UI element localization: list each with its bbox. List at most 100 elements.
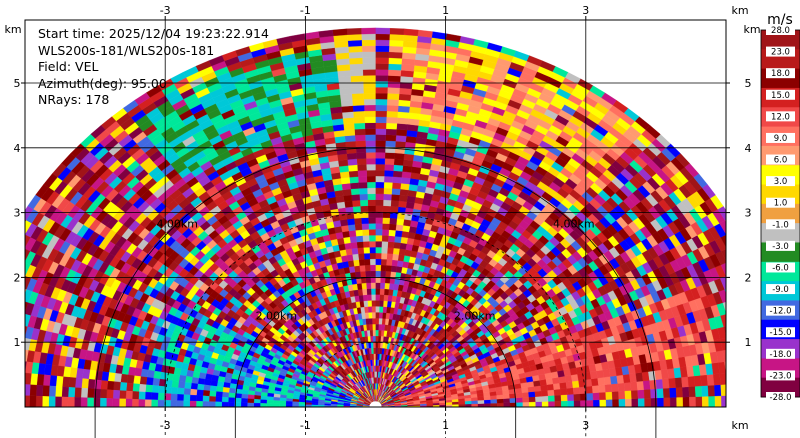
velocity-cell bbox=[349, 69, 364, 77]
velocity-cell bbox=[693, 375, 702, 387]
velocity-cell bbox=[363, 104, 376, 112]
velocity-cell bbox=[393, 241, 401, 249]
velocity-cell bbox=[371, 318, 376, 325]
velocity-cell bbox=[402, 165, 413, 173]
velocity-cell bbox=[398, 99, 411, 107]
velocity-cell bbox=[382, 312, 387, 319]
velocity-cell bbox=[339, 171, 350, 179]
velocity-cell bbox=[392, 176, 402, 184]
velocity-cell bbox=[365, 134, 376, 141]
velocity-cell bbox=[375, 229, 383, 236]
velocity-cell bbox=[390, 194, 400, 201]
velocity-cell bbox=[375, 140, 386, 147]
velocity-cell bbox=[365, 158, 376, 165]
velocity-cell bbox=[359, 199, 369, 207]
velocity-cell bbox=[392, 253, 399, 261]
velocity-cell bbox=[365, 140, 376, 147]
velocity-cell bbox=[561, 400, 568, 407]
velocity-cell bbox=[722, 301, 726, 313]
velocity-cell bbox=[402, 159, 414, 167]
velocity-cell bbox=[682, 396, 690, 407]
velocity-cell bbox=[386, 247, 394, 254]
velocity-cell bbox=[732, 229, 744, 243]
velocity-cell bbox=[339, 219, 349, 227]
velocity-cell bbox=[375, 252, 382, 260]
velocity-cell bbox=[379, 282, 386, 289]
velocity-cell bbox=[358, 187, 368, 195]
velocity-cell bbox=[361, 223, 369, 230]
velocity-cell bbox=[720, 337, 726, 351]
velocity-cell bbox=[380, 258, 387, 266]
velocity-cell bbox=[502, 393, 510, 399]
velocity-cell bbox=[347, 224, 356, 232]
velocity-cell bbox=[371, 300, 376, 307]
velocity-cell bbox=[388, 63, 402, 71]
velocity-cell bbox=[752, 370, 760, 383]
velocity-cell bbox=[730, 324, 739, 337]
velocity-cell bbox=[400, 183, 410, 191]
velocity-cell bbox=[380, 264, 387, 272]
velocity-cell bbox=[722, 349, 726, 362]
velocity-cell bbox=[371, 306, 376, 313]
velocity-cell bbox=[375, 377, 377, 384]
velocity-cell bbox=[616, 374, 625, 384]
velocity-cell bbox=[347, 164, 358, 172]
velocity-cell bbox=[727, 260, 738, 274]
velocity-cell bbox=[352, 253, 359, 261]
velocity-cell bbox=[375, 39, 390, 47]
velocity-cell bbox=[752, 332, 761, 345]
velocity-cell bbox=[386, 110, 398, 118]
velocity-cell bbox=[353, 110, 365, 118]
velocity-cell bbox=[13, 232, 25, 246]
velocity-cell bbox=[662, 378, 670, 389]
velocity-cell bbox=[394, 152, 405, 160]
velocity-cell bbox=[541, 390, 549, 397]
velocity-cell bbox=[403, 28, 419, 37]
velocity-cell bbox=[567, 400, 575, 407]
velocity-cell bbox=[746, 383, 753, 395]
velocity-cell bbox=[386, 116, 398, 124]
velocity-cell bbox=[388, 57, 403, 65]
velocity-cell bbox=[375, 199, 384, 206]
velocity-cell bbox=[400, 236, 408, 244]
velocity-cell bbox=[375, 63, 389, 70]
velocity-cell bbox=[565, 381, 574, 389]
velocity-cell bbox=[387, 241, 395, 249]
velocity-cell bbox=[707, 384, 716, 397]
velocity-cell bbox=[611, 383, 619, 392]
velocity-cell bbox=[375, 116, 387, 124]
velocity-cell bbox=[343, 194, 353, 202]
velocity-cell bbox=[657, 397, 664, 407]
velocity-cell bbox=[375, 146, 386, 153]
velocity-cell bbox=[341, 105, 354, 113]
velocity-cell bbox=[737, 283, 747, 297]
velocity-cell bbox=[570, 373, 579, 382]
velocity-cell bbox=[395, 266, 403, 273]
velocity-cell bbox=[503, 402, 511, 407]
velocity-cell bbox=[383, 175, 394, 183]
velocity-cell bbox=[400, 64, 415, 72]
velocity-cell bbox=[341, 230, 350, 238]
velocity-cell bbox=[650, 397, 658, 407]
velocity-cell bbox=[351, 87, 364, 94]
velocity-cell bbox=[365, 152, 376, 159]
velocity-cell bbox=[388, 229, 396, 237]
velocity-cell bbox=[1, 255, 12, 269]
velocity-cell bbox=[375, 282, 381, 289]
velocity-cell bbox=[365, 270, 371, 278]
velocity-cell bbox=[546, 383, 555, 391]
velocity-cell bbox=[385, 122, 398, 130]
velocity-cell bbox=[375, 110, 387, 118]
velocity-cell bbox=[541, 401, 549, 407]
velocity-cell bbox=[737, 359, 745, 372]
velocity-cell bbox=[375, 81, 388, 88]
velocity-cell bbox=[547, 395, 555, 402]
velocity-cell bbox=[528, 391, 536, 398]
velocity-cell bbox=[362, 69, 376, 76]
velocity-cell bbox=[342, 117, 355, 125]
velocity-cell bbox=[375, 294, 380, 301]
velocity-cell bbox=[560, 394, 568, 402]
velocity-cell bbox=[398, 93, 412, 101]
velocity-cell bbox=[656, 388, 664, 399]
velocity-cell bbox=[738, 241, 750, 255]
